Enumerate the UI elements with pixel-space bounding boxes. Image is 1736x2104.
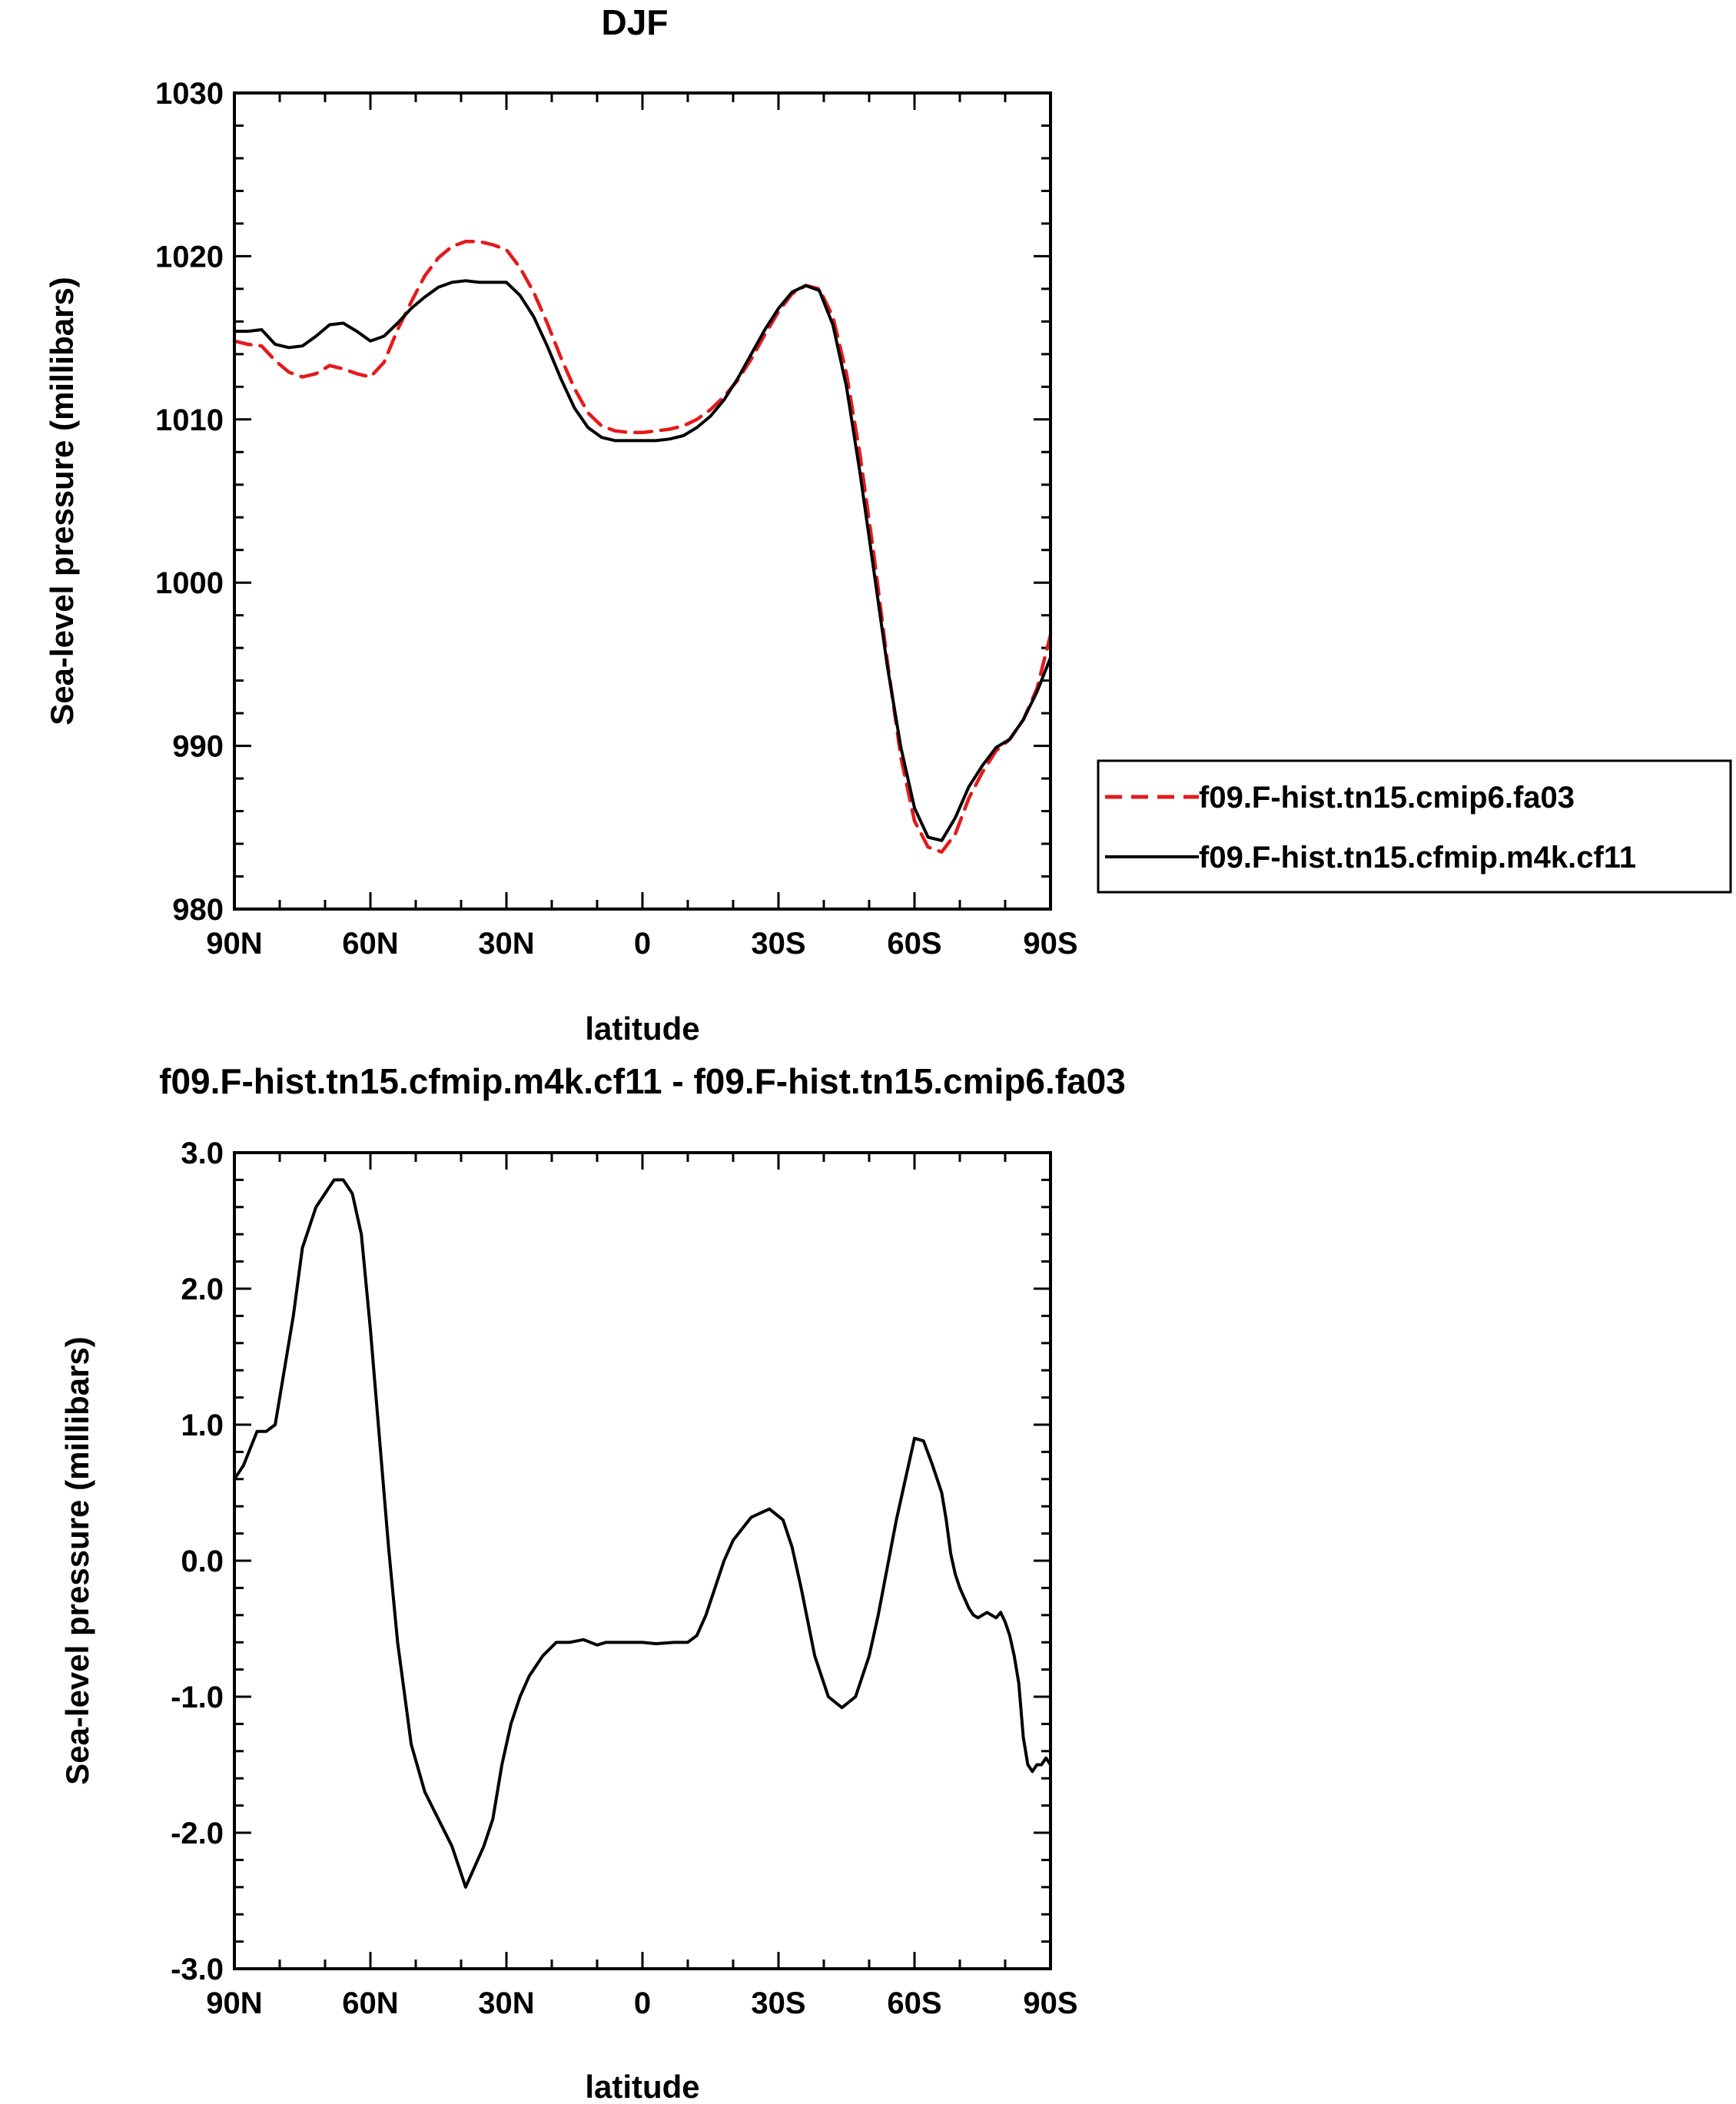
x-tick-label: 60S bbox=[887, 1986, 941, 2020]
y-tick-label: 1010 bbox=[155, 403, 224, 437]
legend-label-fa03: f09.F-hist.tn15.cmip6.fa03 bbox=[1199, 781, 1575, 815]
series-line-red-dashed bbox=[232, 240, 1053, 854]
x-tick-label: 90S bbox=[1023, 1986, 1077, 2020]
y-axis-label: Sea-level pressure (millibars) bbox=[44, 277, 80, 725]
y-tick-label: 1030 bbox=[155, 77, 224, 111]
y-tick-label: 980 bbox=[172, 893, 224, 927]
x-tick-label: 30N bbox=[478, 1986, 534, 2020]
x-tick-label: 90S bbox=[1023, 927, 1077, 961]
y-tick-label: 1020 bbox=[155, 240, 224, 274]
x-tick-label: 90N bbox=[206, 1986, 262, 2020]
x-axis-label: latitude bbox=[585, 2069, 699, 2104]
series-line-black-solid bbox=[233, 279, 1052, 842]
plot-frame bbox=[233, 1151, 1052, 1970]
x-tick-label: 30S bbox=[751, 1986, 805, 2020]
legend-box bbox=[1097, 759, 1732, 894]
top-panel: DJF 90N 60N 30N 0 30S 60S 90S 980 990 1000 1010 10… bbox=[44, 2, 1732, 1047]
y-tick-label: 990 bbox=[172, 730, 224, 764]
x-tick-label: 60N bbox=[342, 1986, 398, 2020]
x-tick-label: 30S bbox=[751, 927, 805, 961]
bottom-panel-ticks bbox=[233, 1151, 1052, 1970]
y-tick-label: 1.0 bbox=[181, 1409, 224, 1442]
y-tick-label: 1000 bbox=[155, 566, 224, 600]
y-tick-label: 0.0 bbox=[181, 1545, 224, 1578]
x-tick-label: 60S bbox=[887, 927, 941, 961]
top-panel-series bbox=[232, 240, 1053, 854]
chart-title: DJF bbox=[602, 2, 669, 42]
bottom-panel-series bbox=[233, 1178, 1052, 1889]
y-tick-label: -1.0 bbox=[171, 1681, 224, 1714]
bottom-panel: f09.F-hist.tn15.cfmip.m4k.cf11 - f09.F-h… bbox=[59, 1061, 1126, 2104]
legend: f09.F-hist.tn15.cmip6.fa03 f09.F-hist.tn… bbox=[1097, 759, 1732, 894]
y-axis-label: Sea-level pressure (millibars) bbox=[59, 1336, 95, 1785]
series-line-black-solid bbox=[233, 1178, 1052, 1889]
x-tick-label: 0 bbox=[634, 927, 651, 961]
x-tick-labels: 90N 60N 30N 0 30S 60S 90S bbox=[206, 927, 1077, 961]
x-tick-label: 90N bbox=[206, 927, 262, 961]
top-panel-ticks bbox=[233, 91, 1052, 911]
x-tick-label: 30N bbox=[478, 927, 534, 961]
x-tick-labels: 90N 60N 30N 0 30S 60S 90S bbox=[206, 1986, 1077, 2020]
x-axis-label: latitude bbox=[585, 1011, 699, 1047]
y-tick-labels: 980 990 1000 1010 1020 1030 bbox=[155, 77, 224, 927]
plot-frame bbox=[233, 91, 1052, 911]
legend-label-cf11: f09.F-hist.tn15.cfmip.m4k.cf11 bbox=[1199, 841, 1636, 874]
y-tick-label: 3.0 bbox=[181, 1137, 224, 1170]
y-tick-label: 2.0 bbox=[181, 1273, 224, 1306]
y-tick-label: -3.0 bbox=[171, 1953, 224, 1986]
y-tick-labels: -3.0 -2.0 -1.0 0.0 1.0 2.0 3.0 bbox=[171, 1137, 224, 1986]
x-tick-label: 0 bbox=[634, 1986, 651, 2020]
difference-title: f09.F-hist.tn15.cfmip.m4k.cf11 - f09.F-h… bbox=[159, 1061, 1126, 1101]
x-tick-label: 60N bbox=[342, 927, 398, 961]
y-tick-label: -2.0 bbox=[171, 1817, 224, 1850]
